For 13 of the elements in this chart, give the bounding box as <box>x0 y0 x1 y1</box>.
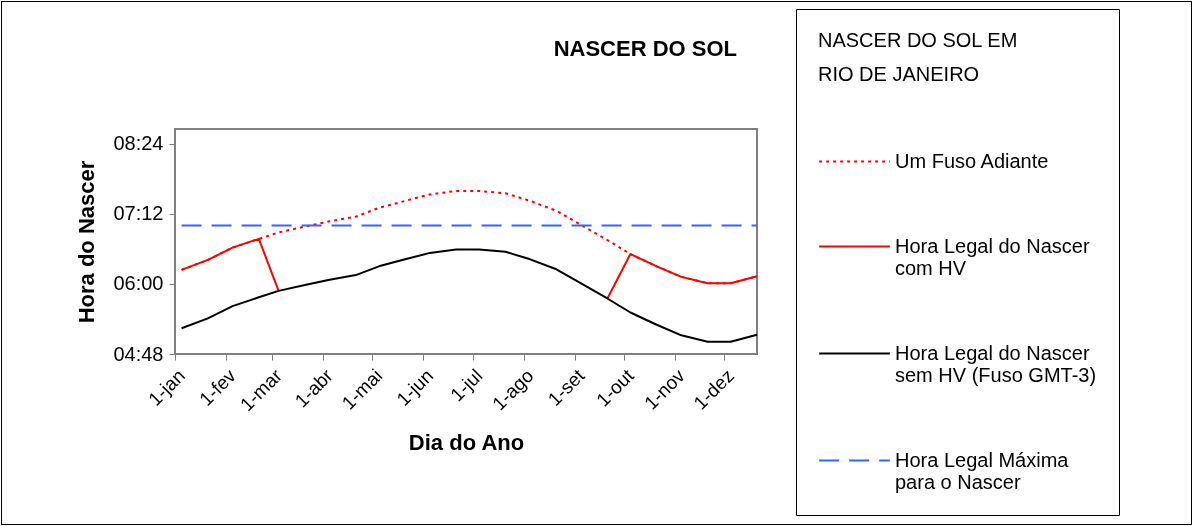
y-tick-label: 08:24 <box>113 132 164 155</box>
legend-label: Hora Legal do Nascer sem HV (Fuso GMT-3) <box>895 341 1097 386</box>
legend-label: Hora Legal do Nascer com HV <box>895 234 1090 279</box>
y-tick-label: 04:48 <box>113 342 164 365</box>
y-axis-title: Hora do Nascer <box>74 160 100 324</box>
legend-label: Um Fuso Adiante <box>895 149 1049 172</box>
y-tick-label: 07:12 <box>113 202 164 225</box>
legend-label: Hora Legal Máxima para o Nascer <box>895 448 1070 493</box>
legend-title: NASCER DO SOL EM RIO DE JANEIRO <box>818 29 1018 85</box>
y-tick-label: 06:00 <box>113 272 164 295</box>
chart-title: NASCER DO SOL <box>553 35 737 61</box>
x-axis-title: Dia do Ano <box>408 430 525 456</box>
line-series <box>180 248 758 343</box>
